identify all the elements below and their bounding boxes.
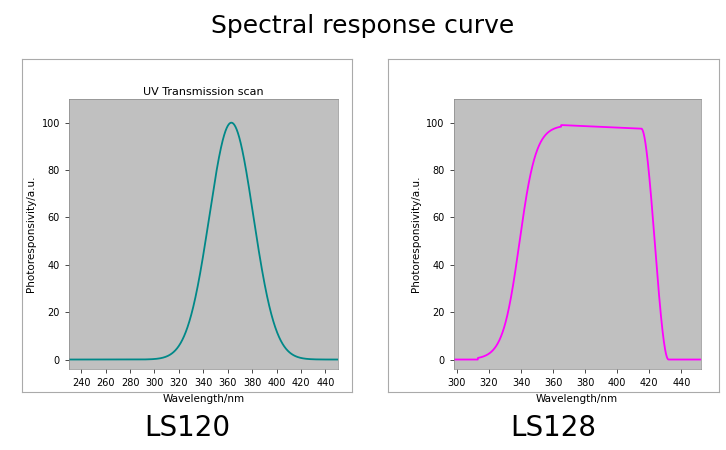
Text: Spectral response curve: Spectral response curve xyxy=(211,14,515,37)
X-axis label: Wavelength/nm: Wavelength/nm xyxy=(536,394,619,404)
Y-axis label: Photoresponsivity/a.u.: Photoresponsivity/a.u. xyxy=(26,176,36,292)
Y-axis label: Photoresponsivity/a.u.: Photoresponsivity/a.u. xyxy=(411,176,421,292)
Text: LS128: LS128 xyxy=(510,414,596,441)
Text: LS120: LS120 xyxy=(144,414,230,441)
X-axis label: Wavelength/nm: Wavelength/nm xyxy=(162,394,245,404)
Title: UV Transmission scan: UV Transmission scan xyxy=(143,87,264,97)
